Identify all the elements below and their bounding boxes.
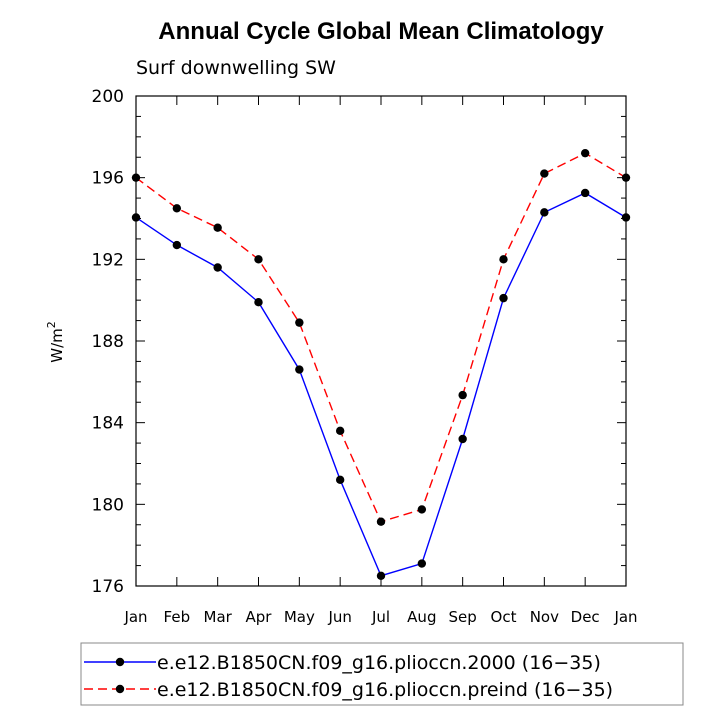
x-tick-label: Jan — [613, 608, 637, 626]
x-tick-label: Jul — [371, 608, 390, 626]
y-axis-label-text: W/m — [48, 328, 66, 363]
x-tick-label: Feb — [164, 608, 191, 626]
data-point — [295, 365, 304, 374]
y-axis-label: W/m2 — [45, 321, 66, 363]
plot-frame — [135, 95, 627, 587]
data-point — [254, 255, 263, 264]
x-tick-label: Dec — [571, 608, 600, 626]
data-point — [213, 223, 222, 232]
legend: e.e12.B1850CN.f09_g16.plioccn.2000 (16−3… — [80, 642, 684, 706]
legend-box — [80, 642, 684, 706]
y-tick-label: 196 — [92, 169, 124, 189]
legend-swatch-marker — [115, 684, 125, 694]
y-tick-label: 188 — [92, 332, 124, 352]
chart-title: Annual Cycle Global Mean Climatology — [158, 18, 604, 45]
legend-entry: e.e12.B1850CN.f09_g16.plioccn.2000 (16−3… — [84, 652, 601, 674]
data-point — [499, 293, 508, 303]
data-point — [540, 208, 549, 217]
y-tick-label: 200 — [92, 87, 124, 107]
data-point — [335, 426, 345, 436]
x-tick-label: Sep — [449, 608, 477, 626]
data-point — [417, 559, 427, 568]
data-point — [458, 390, 467, 400]
y-tick-label: 192 — [92, 250, 124, 270]
y-tick-labels: 200 196 192 188 184 180 176 — [92, 87, 124, 597]
data-point — [580, 148, 590, 158]
data-point — [172, 240, 182, 250]
data-point — [376, 571, 386, 580]
legend-label: e.e12.B1850CN.f09_g16.plioccn.2000 (16−3… — [157, 652, 601, 674]
series-1 — [131, 188, 631, 580]
data-point — [254, 298, 263, 307]
svg-text:W/m2: W/m2 — [45, 321, 66, 363]
legend-entry: e.e12.B1850CN.f09_g16.plioccn.preind (16… — [84, 679, 613, 701]
legend-label: e.e12.B1850CN.f09_g16.plioccn.preind (16… — [157, 679, 613, 701]
data-point — [499, 255, 508, 264]
y-tick-label: 176 — [92, 577, 124, 597]
series-2 — [131, 148, 631, 526]
data-point — [172, 204, 182, 213]
x-tick-labels: Jan Feb Mar Apr May Jun Jul Aug Sep Oct Nov Dec Jan — [123, 608, 637, 626]
legend-entries: e.e12.B1850CN.f09_g16.plioccn.2000 (16−3… — [84, 652, 613, 701]
y-tick-label: 180 — [92, 495, 124, 515]
data-point — [213, 263, 222, 272]
data-point — [540, 169, 549, 178]
data-point — [580, 188, 590, 198]
x-tick-label: Jan — [123, 608, 147, 626]
data-point — [458, 434, 467, 444]
x-tick-label: Apr — [246, 608, 273, 626]
series-layer — [131, 148, 631, 580]
chart-subtitle: Surf downwelling SW — [136, 57, 336, 79]
x-tick-label: May — [284, 608, 315, 626]
x-tick-label: Nov — [530, 608, 559, 626]
x-tick-label: Oct — [491, 608, 517, 626]
y-axis-label-superscript: 2 — [45, 321, 58, 328]
legend-swatch-marker — [115, 657, 125, 667]
y-tick-label: 184 — [92, 414, 124, 434]
x-tick-label: Jun — [327, 608, 351, 626]
data-point — [376, 517, 386, 526]
x-tick-label: Aug — [407, 608, 436, 626]
data-point — [417, 505, 427, 514]
x-tick-label: Mar — [204, 608, 233, 626]
data-point — [295, 318, 304, 327]
data-point — [335, 475, 345, 485]
